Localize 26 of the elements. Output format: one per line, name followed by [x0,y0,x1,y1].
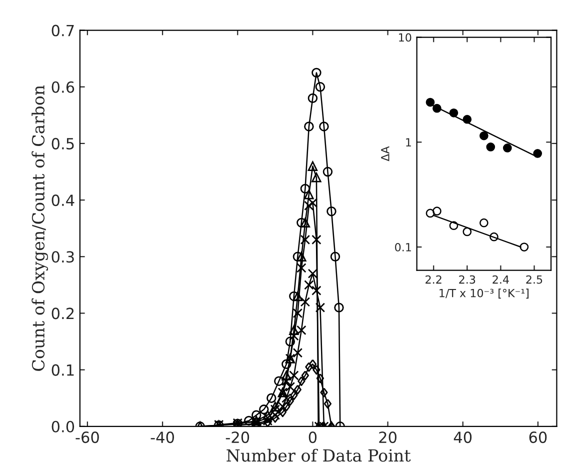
x-tick-label: 2.5 [526,275,542,284]
x-tick-label: 20 [379,432,396,444]
y-tick-label: 0.6 [52,81,74,93]
x-tick-label: 60 [529,432,547,444]
y-tick-label: 0.1 [52,364,74,376]
y-tick-label: 0.2 [52,308,74,320]
x-axis-title: Number of Data Point [226,448,411,462]
y-tick-label: 1 [406,138,411,146]
y-tick-label: 0.1 [395,242,411,252]
x-tick-label: 2.4 [492,275,509,284]
x-tick-label: 0 [308,432,317,444]
y-axis-title: Count of Oxygen/Count of Carbon [32,85,48,371]
x-tick-label: -20 [226,432,250,444]
x-tick-label: -40 [150,432,174,444]
y-tick-label: 0.0 [52,420,74,432]
y-tick-label: 0.3 [52,251,74,263]
x-tick-label: -60 [76,432,99,444]
y-tick-label: 10 [399,33,412,42]
y-tick-label: 0.4 [52,194,74,206]
y-axis-title: ΔA [381,146,390,162]
x-tick-label: 2.2 [426,275,442,284]
x-tick-label: 40 [454,432,472,444]
y-tick-label: 0.7 [52,24,74,36]
x-tick-label: 2.3 [459,275,476,284]
x-axis-title: 1/T x 10⁻³ [°K⁻¹] [440,288,528,299]
y-tick-label: 0.5 [52,138,74,150]
